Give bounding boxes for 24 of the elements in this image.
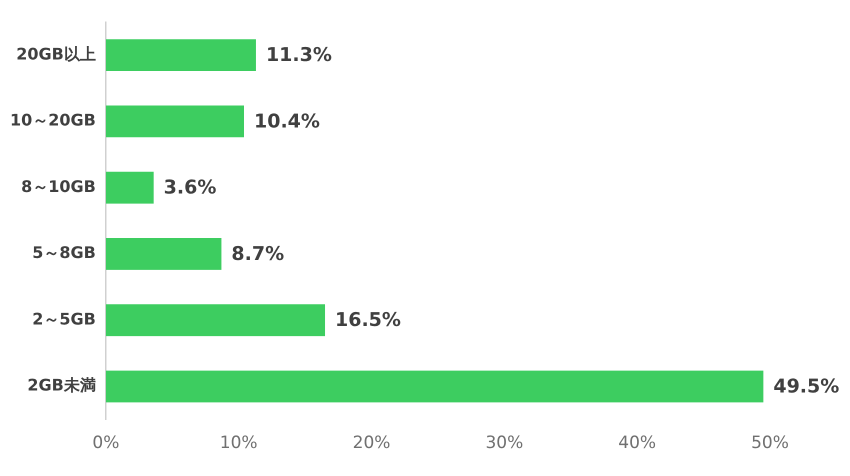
bar	[106, 105, 244, 138]
y-tick-label: 2GB未満	[27, 376, 96, 395]
x-tick-label: 30%	[485, 433, 524, 454]
bar	[106, 304, 326, 336]
bar	[106, 238, 222, 270]
data-label: 10.4%	[254, 110, 320, 132]
x-tick-label: 40%	[618, 433, 656, 454]
data-label: 3.6%	[164, 176, 216, 199]
x-tick-label: 50%	[751, 433, 789, 454]
data-label: 16.5%	[335, 309, 401, 332]
bar	[106, 370, 764, 402]
bar	[106, 172, 154, 204]
x-tick-label: 0%	[92, 433, 120, 454]
data-label: 49.5%	[773, 375, 840, 398]
y-tick-label: 20GB以上	[16, 44, 96, 64]
data-label: 11.3%	[266, 44, 332, 66]
x-tick-label: 20%	[352, 433, 390, 454]
y-tick-label: 10～20GB	[10, 110, 96, 130]
x-tick-label: 10%	[220, 433, 258, 454]
y-tick-label: 8～10GB	[21, 176, 96, 196]
data-label: 8.7%	[231, 242, 284, 265]
bar	[106, 39, 256, 72]
y-tick-label: 2～5GB	[32, 309, 96, 328]
y-tick-label: 5～8GB	[32, 243, 96, 262]
